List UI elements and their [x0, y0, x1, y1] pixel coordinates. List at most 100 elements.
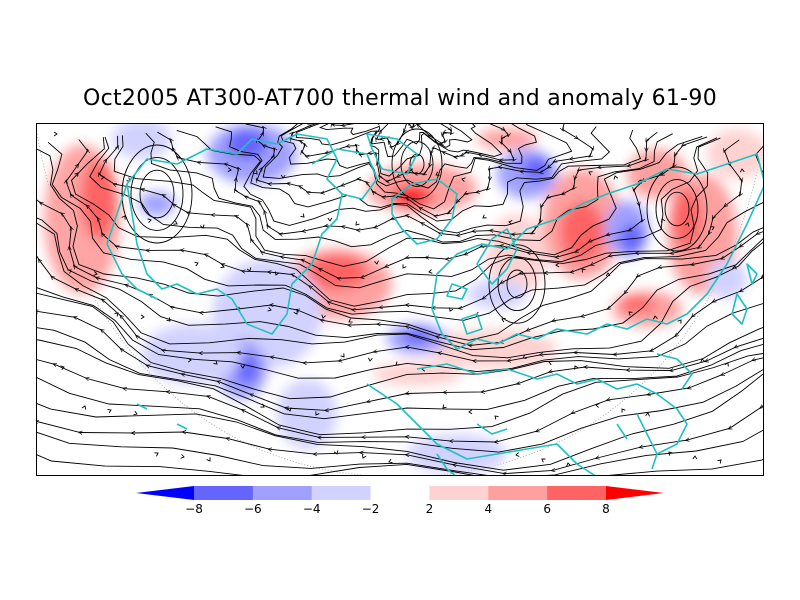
streamline-arrow [668, 451, 673, 456]
streamline-arrow [114, 312, 119, 317]
streamline-arrow [293, 310, 298, 315]
streamline-arrow [700, 358, 706, 363]
streamline-arrow [428, 269, 433, 274]
streamline-arrow [541, 458, 546, 463]
streamline-arrow [684, 222, 690, 227]
streamline-arrow [724, 362, 729, 367]
streamline-arrow [180, 454, 185, 459]
streamline-arrow [449, 307, 454, 312]
colorbar-segment [194, 486, 254, 500]
colorbar-tick-label: 4 [484, 502, 493, 516]
streamline-arrow [501, 318, 506, 323]
streamline-arrow [333, 450, 339, 455]
streamline-arrow [574, 365, 579, 370]
colorbar-segment [547, 486, 607, 500]
thermal-wind-streamlines [37, 124, 763, 475]
streamline-arrow [340, 353, 345, 358]
streamline-arrow [260, 403, 265, 408]
streamline-arrow [100, 174, 105, 180]
streamline-arrow [581, 268, 586, 273]
streamline-eddy [391, 128, 443, 200]
streamline-arrow [93, 271, 98, 276]
streamline-arrow [595, 403, 600, 408]
coastlines [106, 133, 763, 475]
streamline-arrow [621, 408, 626, 413]
map-title: Oct2005 AT300-AT700 thermal wind and ano… [82, 86, 718, 111]
streamline-arrow [327, 217, 333, 222]
coast-eurasia [431, 153, 763, 350]
coast-north-america [126, 133, 343, 335]
colorbar-segment [311, 486, 372, 500]
streamline-arrow [395, 361, 400, 366]
streamline-eddy [664, 191, 690, 227]
streamline-eddy [497, 256, 537, 312]
streamline-eddy [646, 166, 708, 252]
streamline-arrow [199, 224, 205, 229]
map-canvas [37, 124, 763, 475]
streamline-arrow [220, 263, 225, 269]
streamline-arrow [653, 315, 658, 320]
streamline-arrow [677, 319, 682, 324]
streamline-arrow [515, 452, 520, 457]
streamline [330, 124, 466, 147]
streamline-arrow [227, 167, 232, 173]
streamline-arrow [67, 269, 72, 274]
colorbar-segment [370, 486, 430, 500]
streamline-arrow [194, 261, 199, 267]
colorbar-tick-label: 8 [602, 502, 610, 516]
streamline-arrow [240, 364, 246, 369]
streamline-arrow [133, 410, 138, 416]
streamline-arrow [81, 405, 87, 410]
streamline-arrow [717, 459, 722, 464]
colorbar-min-arrow [136, 486, 194, 500]
streamline [37, 429, 763, 475]
streamline-arrow [300, 213, 305, 218]
streamline-arrow [613, 175, 619, 180]
streamline-arrow [355, 221, 360, 226]
streamline-arrow [321, 314, 326, 319]
streamline-arrow [588, 171, 593, 176]
streamline-arrow [348, 318, 353, 323]
streamline-arrow [692, 455, 698, 460]
streamline-arrow [140, 314, 145, 320]
streamline-arrow [280, 174, 286, 179]
streamline-arrow [710, 226, 715, 231]
streamline-arrow [154, 452, 159, 457]
streamline-arrow [287, 407, 292, 412]
colorbar-tick-label: −6 [243, 502, 262, 516]
colorbar-tick-label: −4 [302, 502, 321, 516]
streamline-arrow [522, 354, 527, 359]
streamline-arrow [267, 306, 272, 312]
colorbar-segment [488, 486, 548, 500]
colorbar-tick-label: 2 [425, 502, 434, 516]
streamline-arrow [361, 454, 367, 459]
streamline-arrow [605, 272, 611, 277]
streamline-arrow [468, 409, 473, 415]
streamline-arrow [166, 317, 171, 322]
colorbar-segment [252, 486, 313, 500]
streamline-arrow [494, 415, 499, 420]
streamline-arrow [107, 408, 112, 414]
streamline-arrow [74, 172, 79, 177]
streamline-eddy [655, 179, 699, 239]
streamline-arrow [555, 262, 560, 268]
colorbar-segment [429, 486, 489, 500]
streamline-arrow [508, 220, 513, 225]
colorbar-legend [136, 486, 664, 500]
streamline-arrow [442, 404, 447, 409]
streamline-arrow [147, 218, 152, 223]
streamline-arrow [206, 457, 211, 462]
streamline-arrow [661, 218, 666, 223]
streamline-arrow [628, 311, 633, 316]
streamline-arrow [435, 171, 440, 176]
streamline-arrow [274, 271, 280, 276]
map-panel [36, 123, 764, 476]
streamline-eddy [400, 141, 434, 187]
streamline-eddy [488, 244, 546, 324]
colorbar-tick-label: 6 [543, 502, 551, 516]
streamline-arrow [173, 220, 178, 225]
streamline-arrow [246, 267, 252, 272]
streamline-arrow [388, 458, 393, 464]
streamline [37, 454, 763, 475]
streamline-arrow [461, 177, 466, 183]
